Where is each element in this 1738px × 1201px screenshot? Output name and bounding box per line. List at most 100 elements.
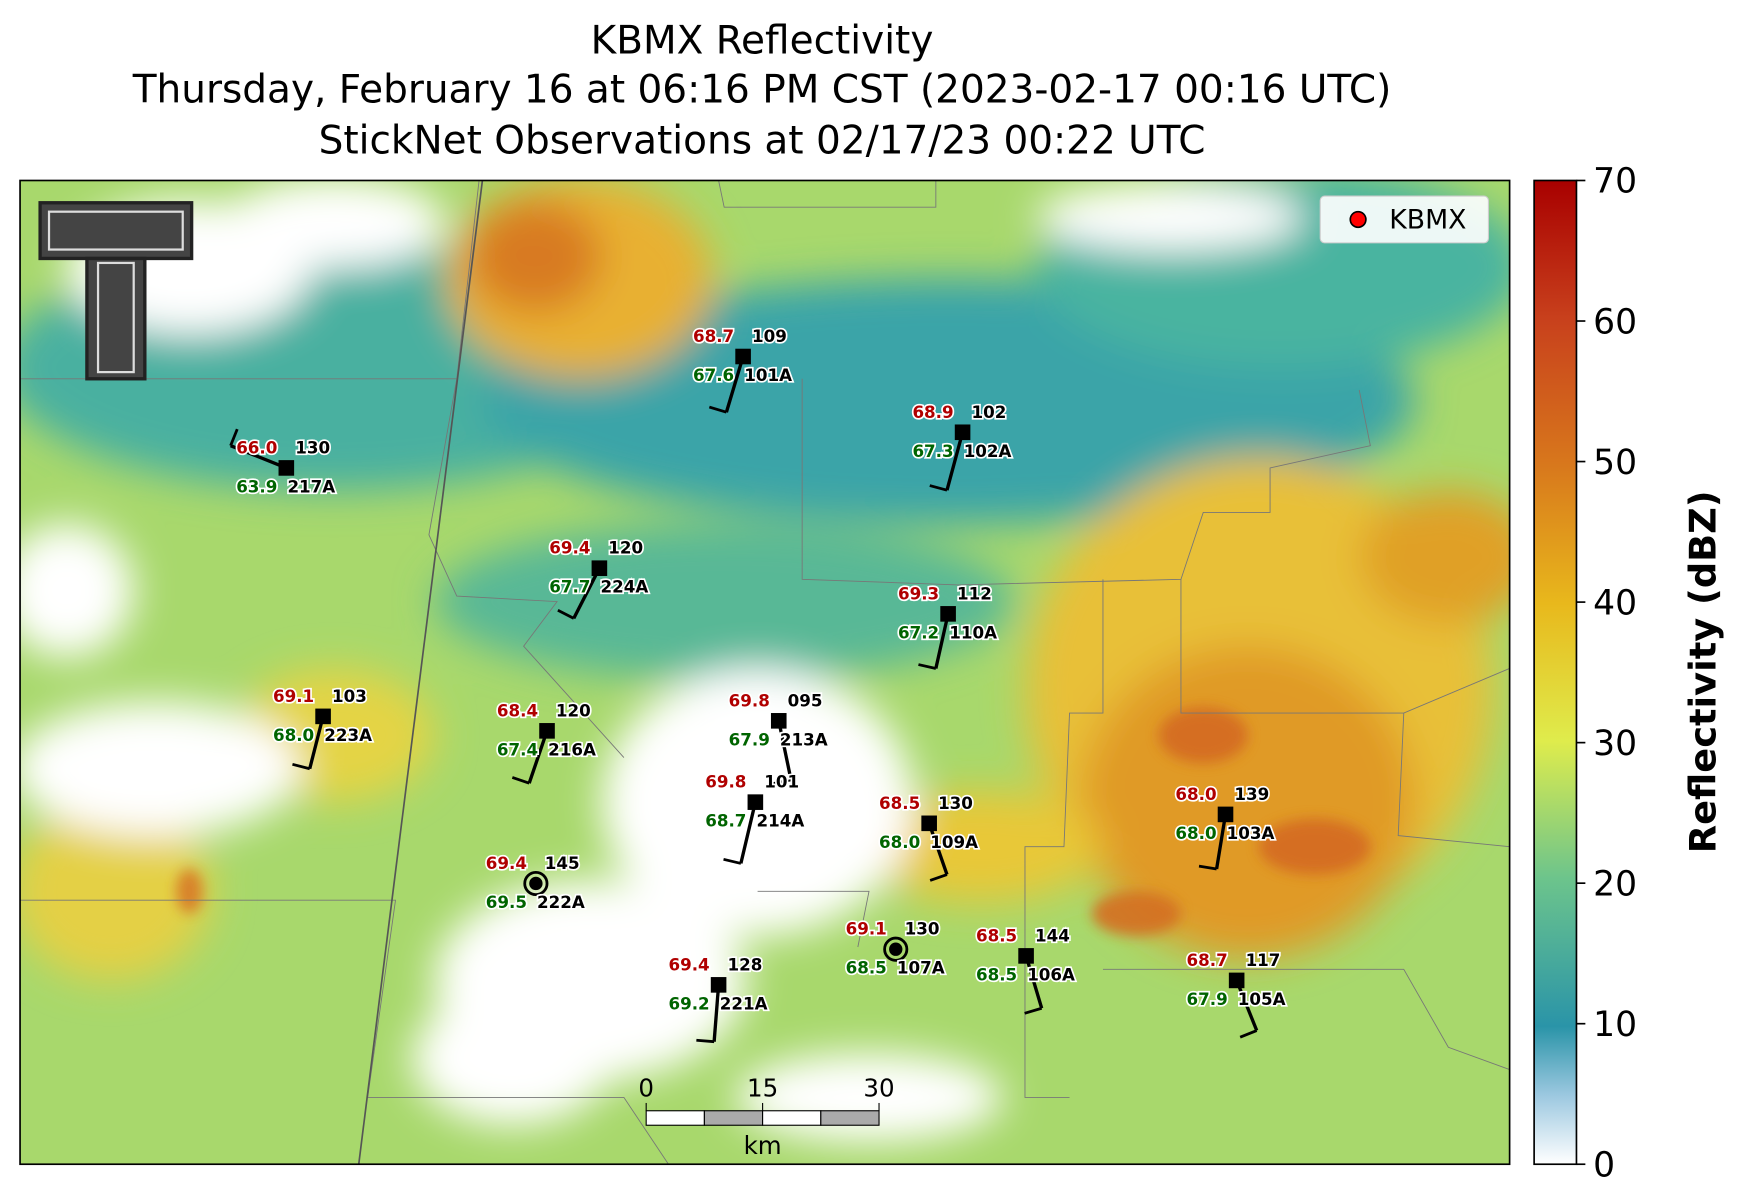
dewpoint: 67.7 (549, 577, 590, 597)
station: 69.1 103 68.0 223A (271, 684, 374, 771)
temperature: 68.7 (693, 326, 734, 346)
temperature: 69.4 (668, 954, 709, 974)
wind-barb-flag (557, 608, 575, 620)
scale-tick-label: 15 (747, 1073, 778, 1102)
station-marker (747, 794, 764, 810)
station-marker (770, 713, 787, 729)
dewpoint: 67.3 (912, 441, 953, 461)
station: 69.8 101 68.7 214A (704, 770, 806, 865)
colorbar-tick-label: 30 (1593, 724, 1637, 764)
temperature: 68.4 (497, 700, 538, 720)
map-frame (19, 179, 1511, 1166)
dewpoint: 68.5 (976, 964, 1017, 984)
pressure: 130 (295, 437, 330, 457)
pressure: 095 (788, 690, 823, 710)
temperature: 68.9 (912, 402, 953, 422)
wind-barb-flag (929, 484, 948, 492)
station-id: 105A (1238, 989, 1286, 1009)
wind-barb (527, 730, 549, 784)
colorbar-tick-label: 60 (1593, 302, 1637, 342)
dewpoint: 67.2 (898, 622, 939, 642)
station-marker (940, 606, 956, 622)
wind-barb-flag (511, 776, 530, 785)
title-line: Thursday, February 16 at 06:16 PM CST (2… (132, 67, 1392, 112)
station-marker (315, 708, 331, 725)
station-id: 221A (720, 993, 768, 1013)
colorbar-label: Reflectivity (dBZ) (1682, 490, 1725, 853)
station-calm (883, 936, 909, 962)
wind-barb (945, 431, 965, 491)
pressure: 120 (556, 700, 591, 720)
pressure: 103 (332, 686, 367, 706)
scale-segment (762, 1110, 822, 1126)
wind-barb-flag (929, 873, 948, 882)
wind-barb-flag (708, 405, 727, 414)
wind-barb-flag (1024, 1006, 1043, 1015)
wind-barb (724, 356, 745, 413)
station: 69.4 145 69.5 222A (484, 851, 586, 913)
station-id: 214A (756, 811, 804, 831)
wind-barb (712, 984, 721, 1042)
temperature: 69.8 (729, 690, 770, 710)
pressure: 128 (728, 954, 763, 974)
station-id: 109A (930, 832, 978, 852)
station-id: 101A (744, 365, 792, 385)
stations: 68.7 109 67.6 101A 68.9 102 67.3 102A 66.0 130 63.… (229, 324, 1287, 1044)
dewpoint: 68.0 (1175, 823, 1216, 843)
station-marker (735, 348, 751, 365)
station-id: 106A (1027, 964, 1075, 984)
dewpoint: 67.9 (729, 729, 770, 749)
station-marker (710, 977, 727, 993)
dewpoint: 68.7 (705, 811, 746, 831)
pressure: 101 (764, 772, 799, 792)
station-id: 222A (537, 892, 585, 912)
pressure: 109 (752, 326, 787, 346)
station-id: 103A (1227, 823, 1275, 843)
wind-barb (777, 720, 793, 781)
scale-segment (703, 1110, 764, 1126)
station: 68.7 109 67.6 101A (691, 324, 794, 414)
wind-barb-flag (292, 762, 311, 771)
wind-barb-flag (229, 428, 239, 447)
station-marker (921, 815, 937, 832)
colorbar-tick-label: 70 (1593, 162, 1637, 202)
title-line: StickNet Observations at 02/17/23 00:22 … (319, 119, 1206, 164)
pressure: 145 (545, 853, 580, 873)
scale-unit: km (744, 1131, 782, 1160)
pressure: 117 (1246, 950, 1281, 970)
colorbar (1533, 179, 1578, 1166)
wind-barb (308, 715, 325, 770)
wind-barb-flag (1239, 1029, 1258, 1039)
station-marker (278, 460, 295, 476)
colorbar-tick-label: 50 (1593, 443, 1637, 483)
pressure: 139 (1234, 784, 1269, 804)
dewpoint: 67.9 (1187, 989, 1228, 1009)
station: 69.3 112 67.2 110A (896, 582, 999, 670)
dewpoint: 69.2 (668, 993, 709, 1013)
station-marker (889, 942, 903, 956)
pressure: 130 (938, 793, 973, 813)
station-id: 216A (548, 739, 596, 759)
temperature: 66.0 (236, 437, 277, 457)
station-id: 223A (324, 725, 372, 745)
station-marker (954, 424, 971, 441)
station-marker (1018, 948, 1034, 964)
wind-barb (1235, 979, 1259, 1032)
legend-label: KBMX (1389, 204, 1466, 235)
temperature: 69.1 (846, 919, 887, 939)
temperature: 69.4 (549, 538, 590, 558)
wind-barb (1214, 814, 1228, 870)
temperature: 68.5 (976, 925, 1017, 945)
dewpoint: 68.0 (879, 832, 920, 852)
wind-barb (927, 822, 949, 876)
temperature: 69.3 (898, 583, 939, 603)
wind-barb-flag (696, 1038, 715, 1044)
legend-marker (1349, 210, 1367, 229)
station: 68.5 144 68.5 106A (974, 924, 1077, 1015)
wind-barb (229, 444, 287, 470)
logo (38, 201, 194, 381)
legend: KBMX (1319, 195, 1489, 244)
station-id: 213A (780, 729, 828, 749)
wind-barb (572, 567, 601, 620)
station-calm (523, 870, 549, 897)
